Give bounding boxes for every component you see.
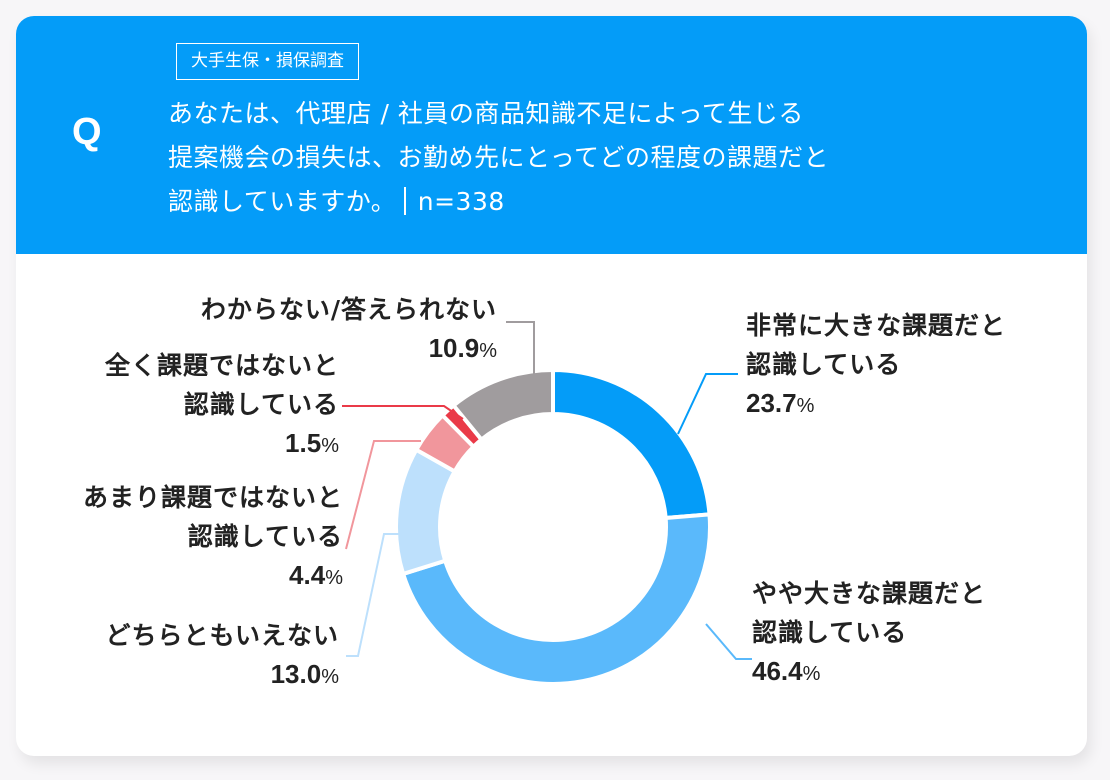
value: 46.4 <box>752 656 803 686</box>
leader-line <box>506 321 535 376</box>
q-mark: Q <box>72 111 102 153</box>
leader-line <box>346 533 399 657</box>
donut-slice <box>450 367 555 443</box>
label-value: 4.4% <box>83 556 343 598</box>
donut-slices <box>394 367 712 686</box>
label-text: 全く課題ではないと <box>104 351 339 380</box>
value: 10.9 <box>428 333 480 363</box>
label-value: 23.7% <box>746 384 1006 426</box>
value: 1.5 <box>285 428 322 458</box>
label-text: 認識している <box>746 350 902 379</box>
label-text: 認識している <box>183 390 339 419</box>
unit: % <box>479 340 497 362</box>
label-dont-know: わからない/答えられない 10.9% <box>201 290 497 371</box>
label-value: 13.0% <box>105 655 339 697</box>
survey-card: Q 大手生保・損保調査 あなたは、代理店 / 社員の商品知識不足によって生じる … <box>16 16 1087 756</box>
unit: % <box>325 567 343 589</box>
label-text: 非常に大きな課題だと <box>746 311 1007 340</box>
label-not-much-issue: あまり課題ではないと 認識している 4.4% <box>83 478 343 598</box>
question-header: Q 大手生保・損保調査 あなたは、代理店 / 社員の商品知識不足によって生じる … <box>16 16 1087 254</box>
leader-line <box>677 373 738 435</box>
label-value: 10.9% <box>201 329 497 371</box>
survey-tag: 大手生保・損保調査 <box>176 43 359 80</box>
sample-size: n=338 <box>417 187 505 216</box>
label-text: やや大きな課題だと <box>752 579 987 608</box>
question-line-3-text: 認識していますか。 <box>168 187 397 216</box>
label-value: 1.5% <box>105 424 339 466</box>
unit: % <box>321 666 339 688</box>
unit: % <box>796 395 815 417</box>
unit: % <box>321 435 339 457</box>
question-text: あなたは、代理店 / 社員の商品知識不足によって生じる 提案機会の損失は、お勤め… <box>168 92 829 224</box>
label-neutral: どちらともいえない 13.0% <box>105 616 339 697</box>
label-text: わからない/答えられない <box>200 295 497 324</box>
value: 23.7 <box>746 388 797 418</box>
label-very-big-issue: 非常に大きな課題だと 認識している 23.7% <box>746 306 1006 426</box>
donut-slice <box>400 512 712 686</box>
label-not-issue-at-all: 全く課題ではないと 認識している 1.5% <box>105 346 339 466</box>
label-value: 46.4% <box>752 652 986 694</box>
leader-lines <box>342 321 752 660</box>
label-text: 認識している <box>187 522 343 551</box>
label-somewhat-big-issue: やや大きな課題だと 認識している 46.4% <box>752 574 986 694</box>
label-text: どちらともいえない <box>105 621 339 650</box>
question-line-3: 認識していますか。 n=338 <box>168 180 829 224</box>
question-line-1: あなたは、代理店 / 社員の商品知識不足によって生じる <box>168 99 804 128</box>
unit: % <box>802 663 821 685</box>
donut-slice <box>551 367 712 521</box>
value: 13.0 <box>270 659 322 689</box>
value: 4.4 <box>289 560 326 590</box>
leader-line <box>705 623 752 660</box>
question-line-2: 提案機会の損失は、お勤め先にとってどの程度の課題だと <box>168 143 830 172</box>
label-text: 認識している <box>752 618 908 647</box>
separator <box>404 187 406 215</box>
donut-chart <box>342 321 752 686</box>
label-text: あまり課題ではないと <box>82 483 343 512</box>
leader-line <box>345 440 421 550</box>
leader-line <box>342 405 464 420</box>
